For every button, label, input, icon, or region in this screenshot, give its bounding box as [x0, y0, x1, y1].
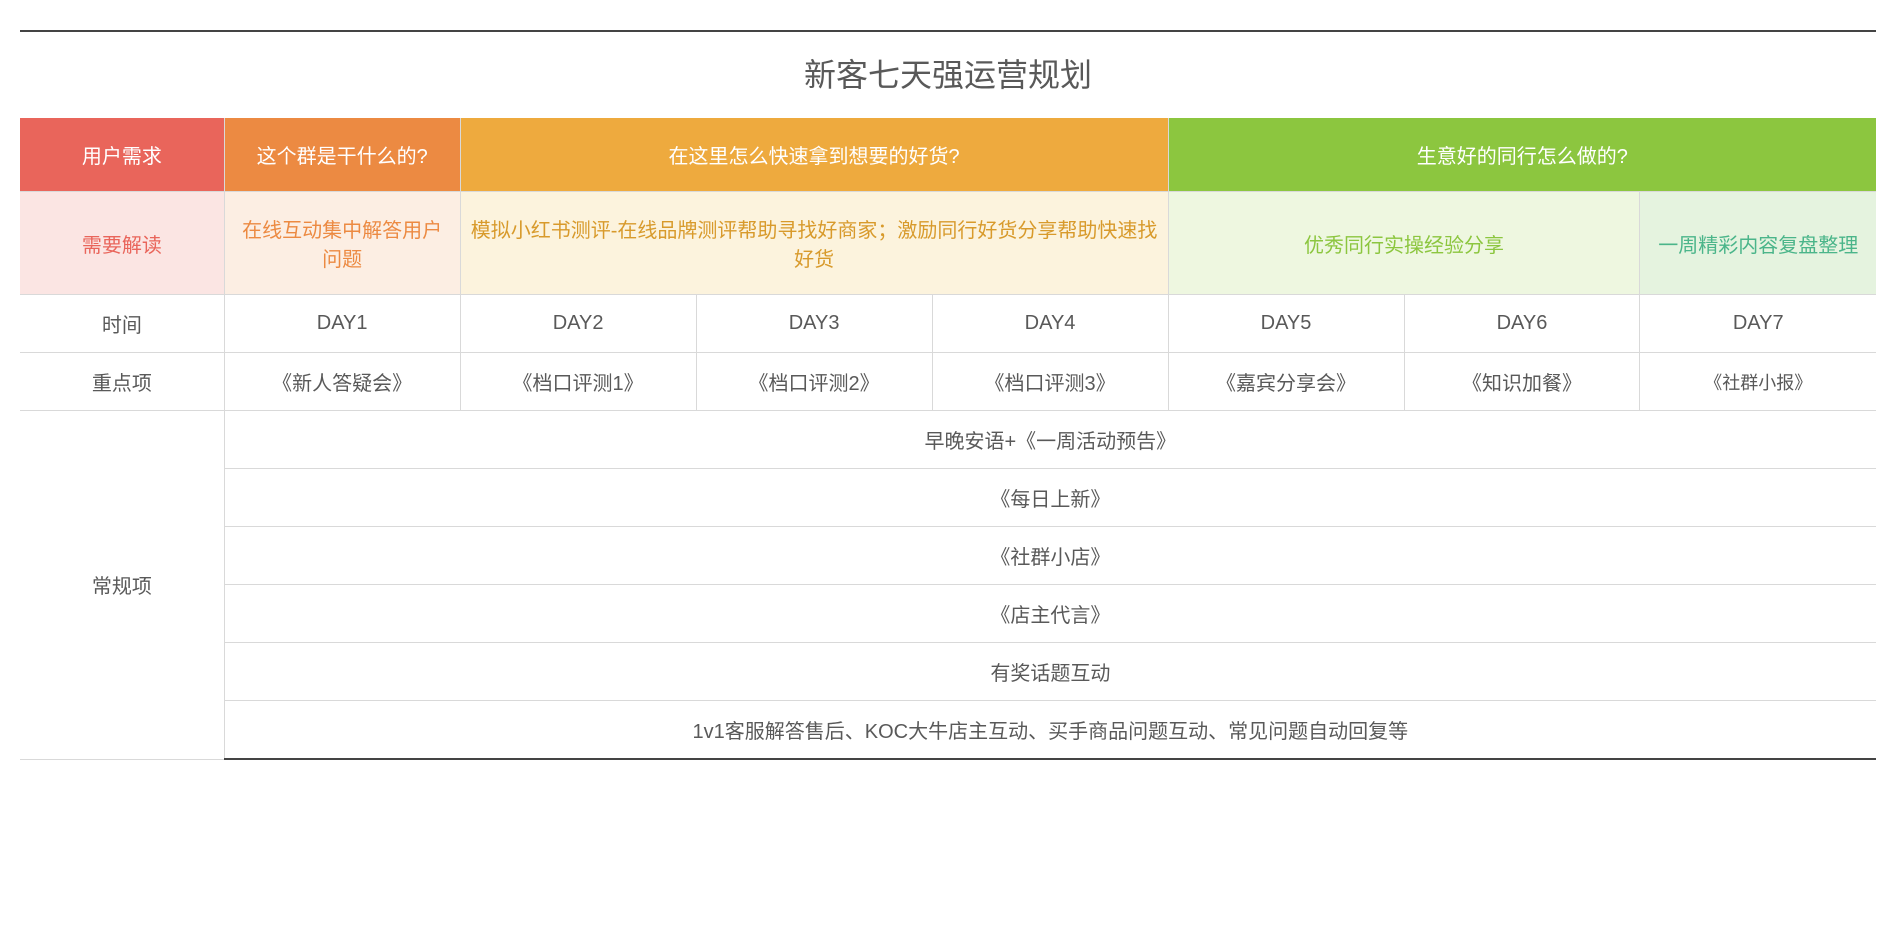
focus-item-5: 《嘉宾分享会》 — [1168, 353, 1404, 411]
interp-a1: 在线互动集中解答用户问题 — [224, 192, 460, 295]
page-title: 新客七天强运营规划 — [20, 50, 1876, 96]
day-3: DAY3 — [696, 295, 932, 353]
header-q3: 生意好的同行怎么做的? — [1168, 118, 1876, 192]
header-q2: 在这里怎么快速拿到想要的好货? — [460, 118, 1168, 192]
day-2: DAY2 — [460, 295, 696, 353]
focus-item-4: 《档口评测3》 — [932, 353, 1168, 411]
focus-item-1: 《新人答疑会》 — [224, 353, 460, 411]
interp-a3: 优秀同行实操经验分享 — [1168, 192, 1640, 295]
header-label: 用户需求 — [20, 118, 224, 192]
routine-label: 常规项 — [20, 411, 224, 760]
interp-a2: 模拟小红书测评-在线品牌测评帮助寻找好商家；激励同行好货分享帮助快速找好货 — [460, 192, 1168, 295]
day-1: DAY1 — [224, 295, 460, 353]
routine-row-5: 有奖话题互动 — [224, 643, 1876, 701]
focus-item-2: 《档口评测1》 — [460, 353, 696, 411]
routine-row-6: 1v1客服解答售后、KOC大牛店主互动、买手商品问题互动、常见问题自动回复等 — [224, 701, 1876, 760]
routine-row-2: 《每日上新》 — [224, 469, 1876, 527]
focus-item-7: 《社群小报》 — [1640, 353, 1876, 411]
focus-item-3: 《档口评测2》 — [696, 353, 932, 411]
day-5: DAY5 — [1168, 295, 1404, 353]
routine-row-4: 《店主代言》 — [224, 585, 1876, 643]
top-rule — [20, 30, 1876, 32]
routine-row-3: 《社群小店》 — [224, 527, 1876, 585]
plan-table: 用户需求这个群是干什么的?在这里怎么快速拿到想要的好货?生意好的同行怎么做的? 需… — [20, 118, 1876, 760]
interp-a4: 一周精彩内容复盘整理 — [1640, 192, 1876, 295]
focus-item-6: 《知识加餐》 — [1404, 353, 1640, 411]
header-q1: 这个群是干什么的? — [224, 118, 460, 192]
day-7: DAY7 — [1640, 295, 1876, 353]
day-6: DAY6 — [1404, 295, 1640, 353]
interp-label: 需要解读 — [20, 192, 224, 295]
day-4: DAY4 — [932, 295, 1168, 353]
page: 新客七天强运营规划 用户需求这个群是干什么的?在这里怎么快速拿到想要的好货?生意… — [0, 0, 1896, 840]
time-label: 时间 — [20, 295, 224, 353]
routine-row-1: 早晚安语+《一周活动预告》 — [224, 411, 1876, 469]
focus-label: 重点项 — [20, 353, 224, 411]
